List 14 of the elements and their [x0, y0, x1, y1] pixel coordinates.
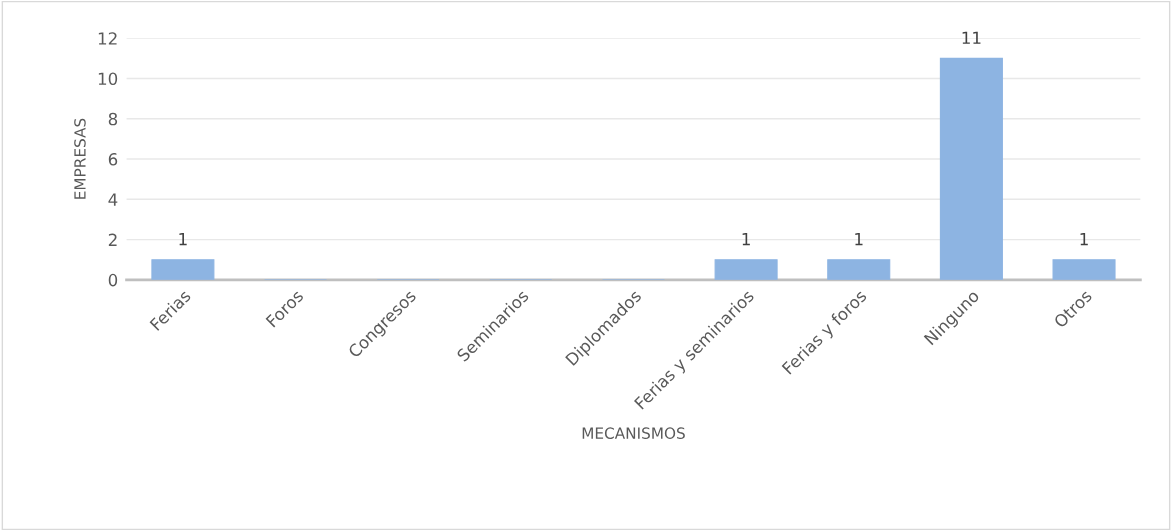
y-tick-label: 2 — [108, 233, 117, 246]
y-tick-label: 8 — [108, 112, 118, 126]
data-label: 1 — [179, 232, 187, 246]
y-tick-label: 12 — [98, 32, 117, 45]
y-tick-label: 4 — [108, 193, 118, 206]
y-tick-label: 0 — [108, 273, 118, 287]
x-axis-title: MECANISMOS — [582, 427, 685, 439]
data-label: 1 — [1080, 232, 1088, 246]
y-axis-title: EMPRESAS — [74, 118, 86, 199]
data-label: 1 — [855, 232, 863, 246]
y-tick-label: 10 — [98, 72, 118, 86]
data-label: 11 — [962, 31, 981, 44]
y-tick-label: 6 — [108, 153, 118, 166]
data-label: 1 — [742, 232, 750, 246]
